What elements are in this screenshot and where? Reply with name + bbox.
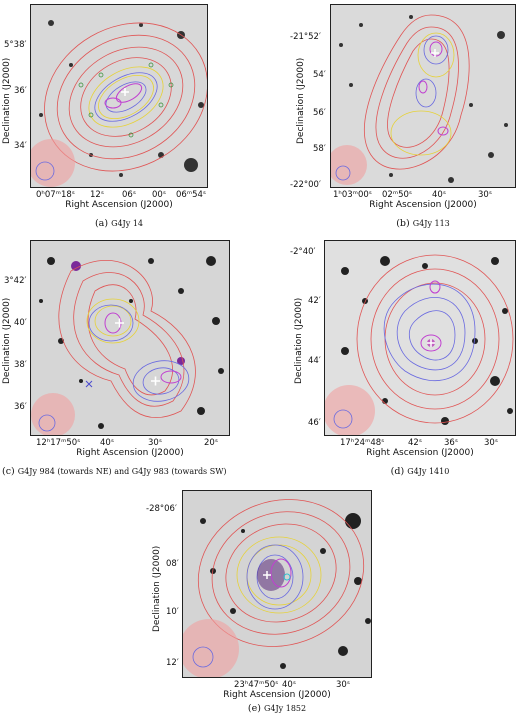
y-tick: -22°00′ (290, 180, 321, 190)
y-tick: -21°52′ (290, 32, 321, 42)
y-tick: 12′ (166, 658, 179, 668)
x-tick: 12ˢ (90, 190, 104, 200)
image-panel-d (324, 240, 516, 436)
y-tick: -28°06′ (146, 504, 177, 514)
x-tick: 40ˢ (282, 680, 296, 690)
x-tick: 0ʰ07ᵐ18ˢ (36, 190, 75, 200)
caption-d: (d) G4Jy 1410 (324, 466, 516, 477)
caption-text: G4Jy 1852 (263, 704, 307, 713)
caption-letter: (e) (247, 703, 261, 714)
y-tick: 36′ (14, 402, 27, 412)
y-axis-label: Declination (J2000) (2, 57, 12, 144)
x-axis-label: Right Ascension (J2000) (76, 448, 184, 458)
y-tick: 5°38′ (4, 40, 27, 50)
y-axis-label: Declination (J2000) (296, 57, 306, 144)
y-tick: 58′ (313, 144, 326, 154)
y-tick: 56′ (313, 108, 326, 118)
caption-letter: (d) (390, 466, 405, 477)
x-axis-label: Right Ascension (J2000) (223, 690, 331, 700)
x-tick: 23ʰ47ᵐ50ˢ (234, 680, 279, 690)
x-tick: 30ˢ (336, 680, 350, 690)
y-tick: 34′ (14, 141, 27, 151)
image-panel-e (182, 490, 372, 678)
y-axis-label: Declination (J2000) (2, 297, 12, 384)
x-axis-label: Right Ascension (J2000) (65, 200, 173, 210)
y-tick: 54′ (313, 70, 326, 80)
caption-text: G4Jy 113 (412, 219, 450, 228)
caption-text: G4Jy 1410 (407, 467, 450, 476)
x-tick: 36ˢ (444, 438, 458, 448)
y-tick: 36′ (14, 86, 27, 96)
y-tick: 42′ (308, 296, 321, 306)
image-panel-c (30, 240, 230, 436)
y-tick: -2°40′ (290, 247, 316, 257)
y-tick: 08′ (166, 559, 179, 569)
x-axis-label: Right Ascension (J2000) (369, 200, 477, 210)
x-tick: 06ᵐ54ˢ (176, 190, 207, 200)
x-axis-label: Right Ascension (J2000) (366, 448, 474, 458)
caption-letter: (b) (396, 218, 410, 229)
caption-a: (a) G4Jy 14 (30, 218, 208, 229)
y-tick: 3°42′ (4, 276, 27, 286)
caption-b: (b) G4Jy 113 (330, 218, 516, 229)
y-tick: 10′ (166, 607, 179, 617)
y-tick: 40′ (14, 318, 27, 328)
x-tick: 40ˢ (100, 438, 114, 448)
y-axis-label: Declination (J2000) (152, 545, 162, 632)
x-tick: 02ᵐ50ˢ (382, 190, 413, 200)
x-tick: 00ˢ (152, 190, 166, 200)
y-axis-label: Declination (J2000) (294, 297, 304, 384)
caption-c: (c) G4Jy 984 (towards NE) and G4Jy 983 (… (2, 466, 252, 477)
x-tick: 06ˢ (122, 190, 136, 200)
caption-letter: (a) (94, 218, 109, 229)
y-tick: 44′ (308, 356, 321, 366)
x-tick: 12ʰ17ᵐ50ˢ (36, 438, 81, 448)
x-tick: 30ˢ (148, 438, 162, 448)
caption-text: G4Jy 984 (towards NE) and G4Jy 983 (towa… (17, 467, 227, 476)
x-tick: 40ˢ (432, 190, 446, 200)
caption-text: G4Jy 14 (111, 219, 144, 228)
x-tick: 1ʰ03ᵐ00ˢ (333, 190, 372, 200)
y-tick: 38′ (14, 360, 27, 370)
image-panel-b (330, 4, 516, 188)
caption-letter: (c) (2, 466, 15, 477)
x-tick: 30ˢ (484, 438, 498, 448)
x-tick: 20ˢ (204, 438, 218, 448)
x-tick: 30ˢ (478, 190, 492, 200)
image-panel-a (30, 4, 208, 188)
x-tick: 42ˢ (408, 438, 422, 448)
y-tick: 46′ (308, 418, 321, 428)
caption-e: (e) G4Jy 1852 (182, 703, 372, 714)
x-tick: 17ʰ24ᵐ48ˢ (340, 438, 385, 448)
